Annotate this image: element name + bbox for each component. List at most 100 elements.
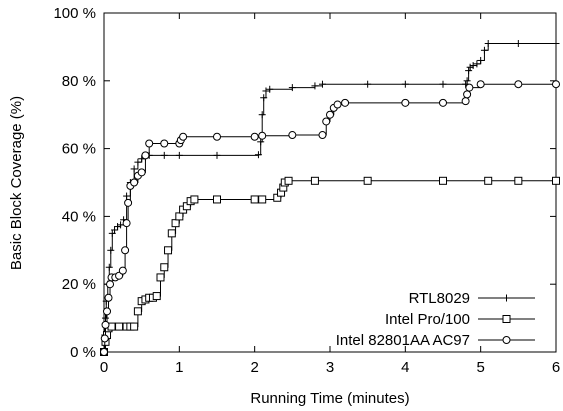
data-point	[250, 132, 259, 141]
legend-item-2: Intel 82801AA AC97	[336, 332, 535, 349]
data-point	[466, 63, 474, 71]
y-axis-ticks: 0 % 20 % 40 % 60 % 80 % 100 %	[53, 5, 556, 361]
data-point	[552, 176, 560, 185]
data-point	[461, 97, 470, 106]
data-point	[333, 100, 342, 109]
series-1	[100, 176, 560, 356]
data-point	[469, 62, 477, 70]
data-point	[514, 40, 522, 48]
x-tick-label: 2	[250, 359, 258, 376]
legend-item-1: Intel Pro/100	[385, 311, 535, 328]
data-point	[105, 263, 113, 271]
legend-item-0: RTL8029	[409, 290, 535, 307]
data-point	[284, 176, 293, 185]
data-point	[164, 246, 173, 255]
x-tick-label: 3	[326, 359, 334, 376]
data-point	[341, 98, 350, 107]
x-tick-label: 0	[100, 359, 108, 376]
data-point	[326, 110, 334, 119]
data-point	[117, 221, 125, 229]
x-tick-label: 6	[552, 359, 560, 376]
data-point	[473, 60, 481, 68]
legend: RTL8029 Intel Pro/100 Intel 82801AA AC97	[336, 290, 535, 349]
data-point	[552, 80, 560, 89]
data-point	[130, 165, 138, 173]
data-point	[477, 56, 485, 64]
legend-label: RTL8029	[409, 290, 470, 307]
data-point	[322, 117, 331, 126]
x-axis-label: Running Time (minutes)	[250, 390, 409, 407]
x-tick-label: 1	[175, 359, 183, 376]
data-point	[118, 266, 127, 275]
data-point	[514, 80, 523, 89]
legend-label: Intel Pro/100	[385, 311, 470, 328]
data-point	[106, 280, 115, 289]
y-tick-label: 80 %	[62, 73, 96, 90]
data-point	[100, 348, 108, 356]
data-point	[171, 219, 180, 228]
series-0	[100, 40, 560, 356]
data-point	[175, 151, 183, 159]
series-line	[104, 180, 556, 353]
data-point	[318, 80, 326, 88]
data-point	[100, 334, 109, 343]
data-point	[124, 198, 133, 207]
data-point	[213, 195, 221, 204]
y-axis-label: Basic Block Coverage (%)	[8, 96, 25, 270]
data-point	[179, 132, 188, 141]
data-point	[115, 322, 124, 331]
data-point	[130, 322, 139, 331]
series-line	[104, 43, 556, 353]
y-tick-label: 0 %	[70, 344, 96, 361]
data-point	[160, 139, 169, 148]
data-point	[463, 90, 472, 99]
data-point	[213, 132, 221, 141]
data-point	[167, 229, 176, 238]
legend-label: Intel 82801AA AC97	[336, 332, 470, 349]
data-point	[152, 292, 161, 301]
data-point	[133, 307, 142, 316]
data-point	[288, 84, 296, 92]
data-point	[258, 195, 267, 204]
data-point	[288, 131, 297, 140]
data-point	[318, 131, 327, 140]
data-point	[190, 195, 199, 204]
data-point	[134, 158, 142, 166]
data-point	[107, 246, 115, 254]
data-point	[122, 219, 131, 228]
data-point	[552, 40, 560, 48]
data-point	[250, 195, 259, 204]
data-point	[465, 67, 473, 75]
data-point	[156, 273, 165, 282]
x-tick-label: 5	[476, 359, 484, 376]
data-point	[145, 139, 154, 148]
data-point	[258, 111, 266, 119]
data-point	[484, 176, 493, 185]
legend-marker	[503, 294, 510, 302]
data-point	[160, 151, 168, 159]
data-point	[262, 87, 270, 95]
data-point	[160, 263, 169, 272]
data-point	[439, 98, 447, 107]
data-point	[137, 168, 146, 177]
data-point	[101, 320, 110, 329]
legend-marker	[502, 315, 511, 323]
legend-marker	[502, 336, 511, 344]
data-point	[484, 40, 492, 48]
y-tick-label: 40 %	[62, 208, 96, 225]
data-point	[514, 176, 523, 185]
y-tick-label: 20 %	[62, 276, 96, 293]
data-point	[103, 307, 112, 316]
series-2	[100, 80, 560, 356]
data-point	[401, 80, 409, 88]
data-point	[121, 246, 130, 255]
data-point	[364, 80, 372, 88]
data-point	[104, 293, 113, 302]
data-point	[123, 192, 131, 200]
series-line	[104, 83, 556, 353]
data-point	[480, 46, 488, 54]
data-point	[257, 138, 265, 146]
data-point	[363, 176, 372, 185]
data-point	[102, 314, 110, 322]
